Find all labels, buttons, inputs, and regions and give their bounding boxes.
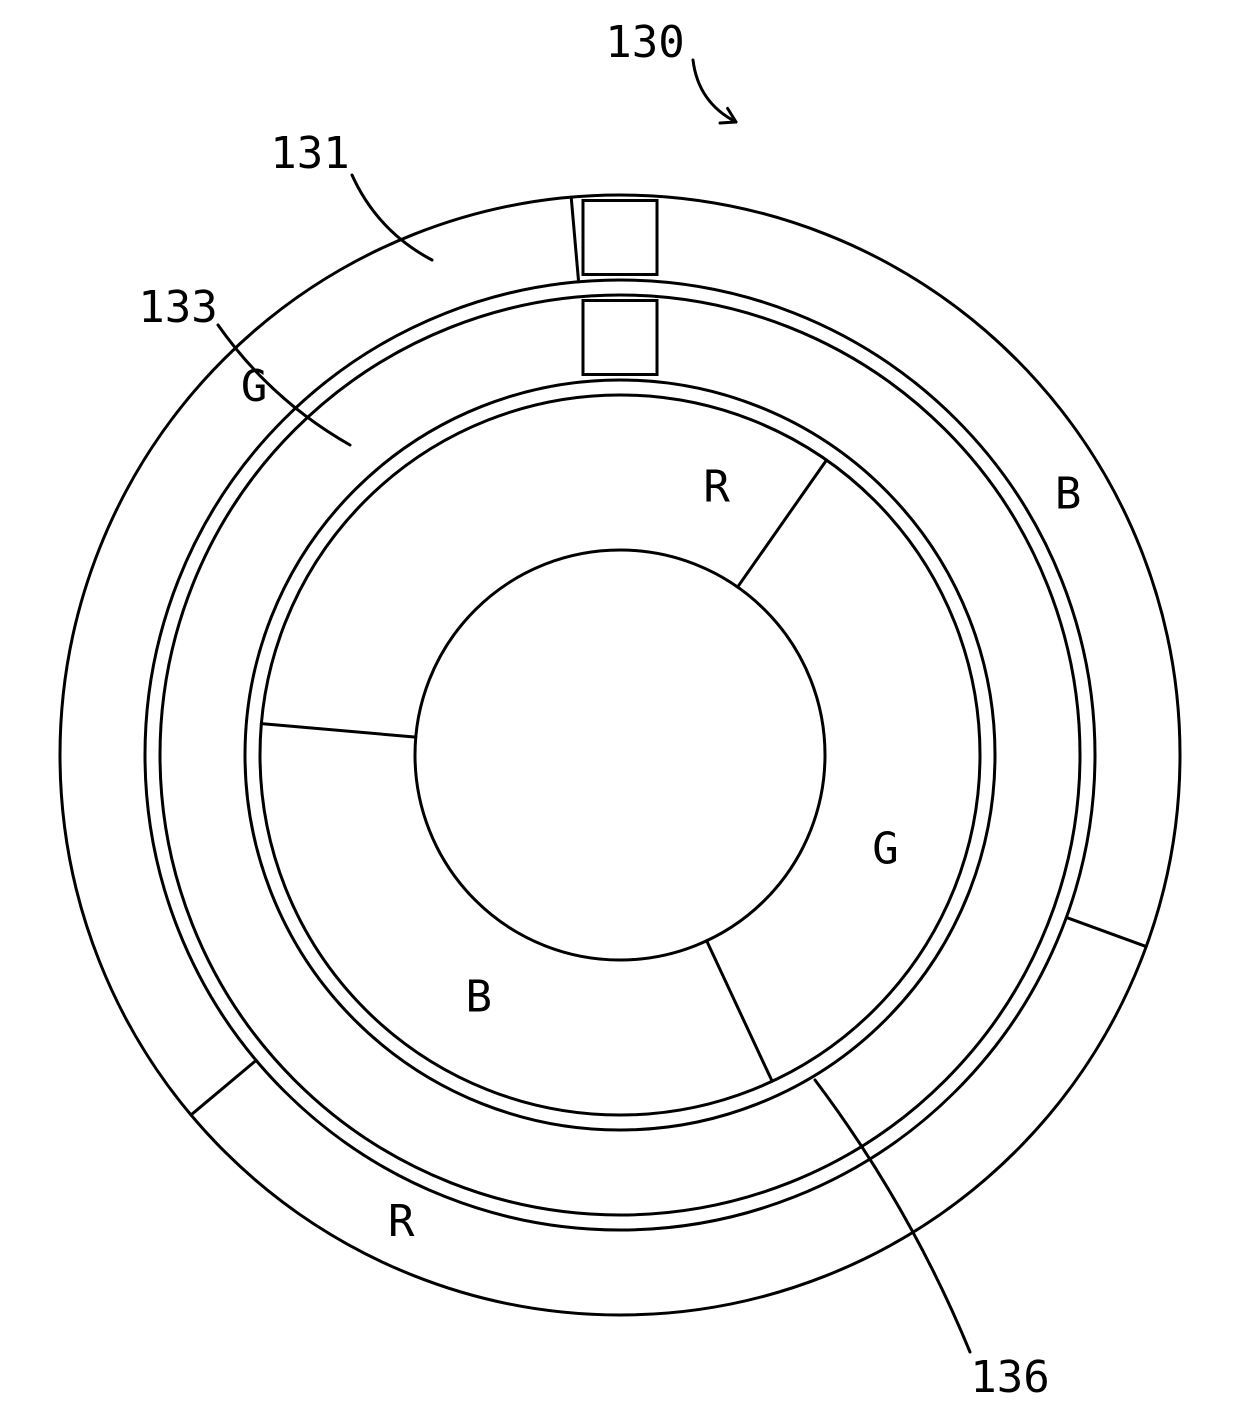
leader-133 — [218, 325, 350, 445]
ring-circle-4 — [260, 395, 980, 1115]
inner-label-g: G — [872, 824, 899, 875]
outer-divider-2 — [1066, 917, 1146, 946]
inner-label-r: R — [703, 462, 730, 513]
inner-divider-2 — [707, 941, 773, 1081]
outer-label-r: R — [388, 1196, 415, 1247]
ring-circle-2 — [160, 295, 1080, 1215]
inner-divider-0 — [738, 460, 827, 587]
callout-136: 136 — [970, 1352, 1049, 1403]
inner-divider-1 — [261, 724, 415, 738]
callout-133: 133 — [138, 282, 217, 333]
leader-136 — [815, 1080, 970, 1352]
outer-index-square — [583, 201, 657, 275]
outer-divider-0 — [571, 197, 578, 282]
outer-label-b: B — [1055, 468, 1082, 519]
ring-circle-3 — [245, 380, 995, 1130]
ring-circle-5 — [415, 550, 825, 960]
color-wheel-diagram: GRBRBG130131133136 — [0, 0, 1240, 1415]
callout-130: 130 — [605, 17, 684, 68]
inner-label-b: B — [466, 972, 493, 1023]
ring-circle-1 — [145, 280, 1095, 1230]
leader-131 — [352, 175, 432, 260]
middle-index-square — [583, 301, 657, 375]
callout-131: 131 — [270, 128, 349, 179]
outer-divider-1 — [191, 1060, 256, 1115]
